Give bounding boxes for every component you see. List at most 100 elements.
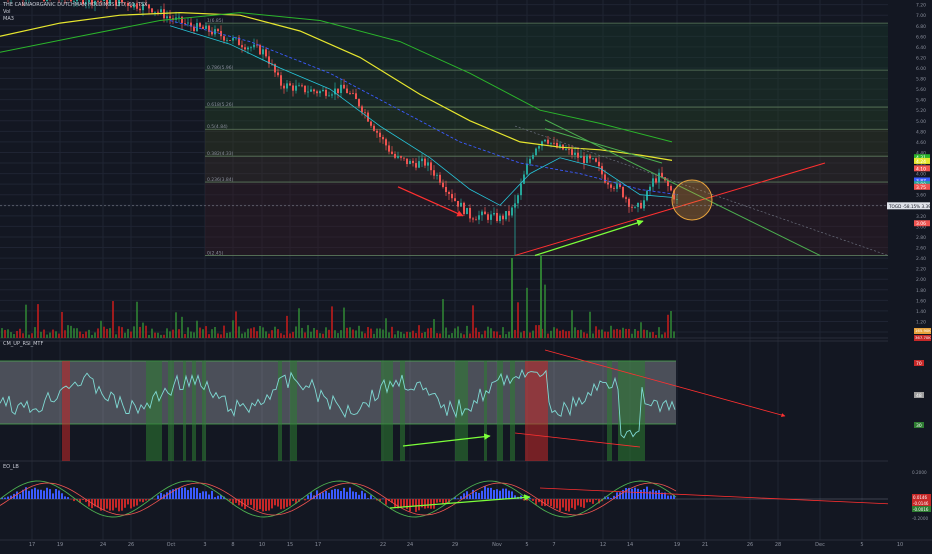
volume-bar [259, 326, 261, 338]
eo-hist-bar [577, 499, 579, 505]
candle-body [415, 163, 417, 168]
eo-hist-bar [499, 491, 501, 499]
time-tick-label: 12 [600, 542, 606, 548]
time-tick-label: 5 [860, 542, 863, 548]
candle-body [436, 175, 438, 176]
volume-bar [430, 328, 432, 338]
volume-bar [613, 330, 615, 338]
eo-hist-bar [652, 490, 654, 499]
volume-bar [343, 308, 345, 338]
candle-body [223, 36, 225, 40]
volume-bar [502, 327, 504, 338]
eo-hist-bar [19, 494, 21, 499]
eo-hist-bar [325, 491, 327, 499]
candle-body [232, 38, 234, 41]
candle-body [508, 211, 510, 215]
volume-bar [295, 326, 297, 338]
eo-hist-bar [130, 499, 132, 508]
volume-bar [190, 331, 192, 338]
fib-label: 0(2.45) [207, 250, 224, 256]
volume-bar [445, 328, 447, 338]
rsi-signal-bar [525, 361, 548, 461]
volume-bar [466, 326, 468, 338]
volume-bar [118, 326, 120, 338]
eo-hist-bar [73, 499, 75, 501]
fib-band [205, 182, 888, 255]
eo-hist-bar [586, 499, 588, 502]
candle-body [670, 186, 672, 190]
volume-bar [346, 328, 348, 338]
volume-bar [256, 331, 258, 338]
candle-body [337, 89, 339, 93]
candle-body [280, 75, 282, 85]
eo-hist-bar [655, 491, 657, 499]
volume-bar [46, 335, 48, 338]
candle-body [409, 161, 411, 164]
eo-hist-bar [610, 498, 612, 499]
price-tick-label: 2.80 [916, 235, 926, 241]
chart-legend: THE CANNAORGANIC DUTCHMAN HOLDINGS LTD, … [3, 2, 147, 23]
volume-bar [523, 331, 525, 338]
volume-bar [31, 333, 33, 338]
volume-bar [586, 334, 588, 338]
candle-body [421, 159, 423, 162]
volume-bar [184, 334, 186, 338]
volume-bar [337, 333, 339, 338]
rsi-tag-label: 70 [916, 361, 922, 367]
eo-hist-bar [508, 491, 510, 499]
volume-bar [499, 335, 501, 338]
eo-hist-bar [103, 499, 105, 510]
eo-hist-bar [358, 495, 360, 499]
price-tick-label: 3.60 [916, 193, 926, 199]
volume-bar [646, 330, 648, 338]
volume-bar [199, 328, 201, 338]
eo-hist-bar [556, 499, 558, 508]
ma-legend[interactable]: MA3 [3, 16, 147, 23]
time-tick-label: 3 [203, 542, 206, 548]
volume-bar [277, 329, 279, 338]
volume-legend[interactable]: Vol [3, 9, 147, 16]
eo-hist-bar [121, 499, 123, 511]
eo-legend[interactable]: EO_LB [3, 464, 19, 471]
candle-body [442, 183, 444, 187]
candle-body [262, 49, 264, 54]
price-tick-label: 6.80 [916, 24, 926, 30]
volume-bar [211, 329, 213, 338]
candle-body [583, 156, 585, 163]
candle-body [295, 86, 297, 91]
eo-hist-bar [106, 499, 108, 509]
eo-hist-bar [304, 499, 306, 500]
candle-body [637, 203, 639, 207]
eo-hist-bar [127, 499, 129, 504]
candle-body [289, 83, 291, 85]
candle-body [370, 122, 372, 126]
candle-body [460, 203, 462, 207]
eo-hist-bar [544, 499, 546, 506]
volume-bar [574, 327, 576, 338]
candle-body [400, 156, 402, 158]
volume-bar [304, 333, 306, 338]
symbol-title[interactable]: THE CANNAORGANIC DUTCHMAN HOLDINGS LTD, … [3, 2, 147, 9]
volume-bar [592, 333, 594, 338]
volume-bar [310, 332, 312, 338]
volume-bar [349, 327, 351, 338]
volume-bar [19, 329, 21, 338]
candle-body [586, 156, 588, 163]
candle-body [529, 159, 531, 164]
time-tick-label: 10 [897, 542, 903, 548]
volume-bar [28, 335, 30, 338]
volume-bar [418, 325, 420, 338]
volume-bar [628, 329, 630, 338]
cm-rsi-legend[interactable]: CM_UP_RSI_MTF [3, 341, 43, 348]
candle-body [520, 184, 522, 195]
volume-bar [61, 312, 63, 338]
candle-body [211, 32, 213, 35]
volume-bar [568, 331, 570, 338]
eo-hist-bar [142, 499, 144, 502]
time-tick-label: 10 [259, 542, 265, 548]
candle-body [343, 85, 345, 89]
rsi-signal-bar [290, 361, 297, 461]
